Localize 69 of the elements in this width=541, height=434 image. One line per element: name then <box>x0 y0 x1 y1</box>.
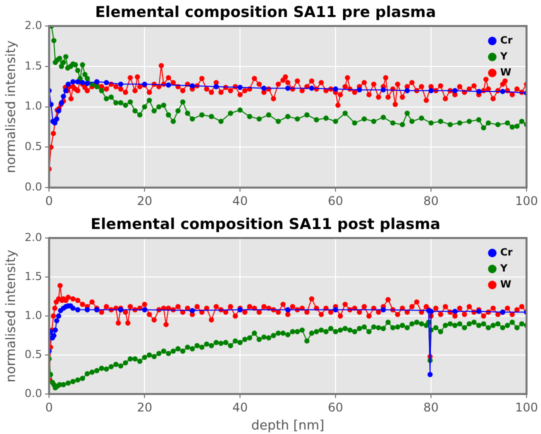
point <box>52 327 58 333</box>
point <box>285 86 290 91</box>
x-tick-label: 0 <box>45 400 53 414</box>
y-tick-label: 1.5 <box>24 59 42 72</box>
point <box>190 308 195 314</box>
x-tick-label: 20 <box>136 400 152 414</box>
legend-label: Y <box>499 52 508 63</box>
x-tick-label: 60 <box>328 400 344 414</box>
point <box>75 79 80 84</box>
point <box>75 307 80 312</box>
x-tick-label: 40 <box>232 400 248 414</box>
legend-label: Y <box>499 264 508 275</box>
point <box>70 306 76 311</box>
point <box>380 307 386 312</box>
point <box>261 86 267 91</box>
point <box>452 308 458 314</box>
point <box>118 82 124 87</box>
point <box>237 84 243 90</box>
y-tick-label: 0.5 <box>24 348 42 361</box>
point <box>332 86 338 92</box>
x-tick-label: 0 <box>45 194 53 208</box>
legend-label: W <box>500 280 512 291</box>
point <box>428 88 434 94</box>
x-axis-title: depth [nm] <box>251 418 324 434</box>
x-tick-label: 100 <box>515 400 538 414</box>
point <box>60 94 66 99</box>
x-tick-label: 60 <box>328 194 344 208</box>
y-tick-label: 0.0 <box>24 386 42 400</box>
y-tick-label: 0.5 <box>24 140 42 154</box>
y-axis-title: normalised intensity <box>4 40 20 174</box>
chart-title: Elemental composition SA11 post plasma <box>90 214 440 233</box>
point <box>66 82 71 87</box>
y-tick-label: 0.0 <box>24 180 42 194</box>
y-tick-label: 1.0 <box>24 308 42 322</box>
point <box>285 307 290 312</box>
point <box>476 88 482 94</box>
point <box>500 88 506 94</box>
point <box>380 87 386 92</box>
point <box>56 313 62 319</box>
point <box>309 86 314 91</box>
chart-title: Elemental composition SA11 pre plasma <box>95 2 436 21</box>
y-tick-label: 2.0 <box>24 18 42 32</box>
x-tick-label: 80 <box>423 194 439 208</box>
y-axis-title: normalised intensity <box>4 249 20 382</box>
point <box>404 88 410 94</box>
point <box>84 80 90 86</box>
point <box>166 82 172 88</box>
point <box>214 84 219 90</box>
y-tick-label: 1.0 <box>24 100 42 113</box>
point <box>104 80 109 86</box>
point <box>332 307 338 312</box>
point <box>54 318 60 324</box>
point <box>142 307 148 312</box>
legend-label: Cr <box>500 248 513 259</box>
point <box>428 372 433 378</box>
point <box>452 88 458 94</box>
y-tick-label: 1.5 <box>24 270 42 283</box>
y-tick-label: 2.0 <box>24 230 42 244</box>
point <box>84 307 90 312</box>
point <box>51 332 56 338</box>
legend-label: W <box>500 68 512 79</box>
point <box>356 87 362 92</box>
x-tick-label: 100 <box>515 194 538 208</box>
point <box>190 83 195 88</box>
x-tick-label: 20 <box>136 194 152 208</box>
x-tick-label: 80 <box>423 400 439 414</box>
point <box>70 79 76 84</box>
x-tick-label: 40 <box>232 194 248 208</box>
legend-label: Cr <box>500 36 513 47</box>
